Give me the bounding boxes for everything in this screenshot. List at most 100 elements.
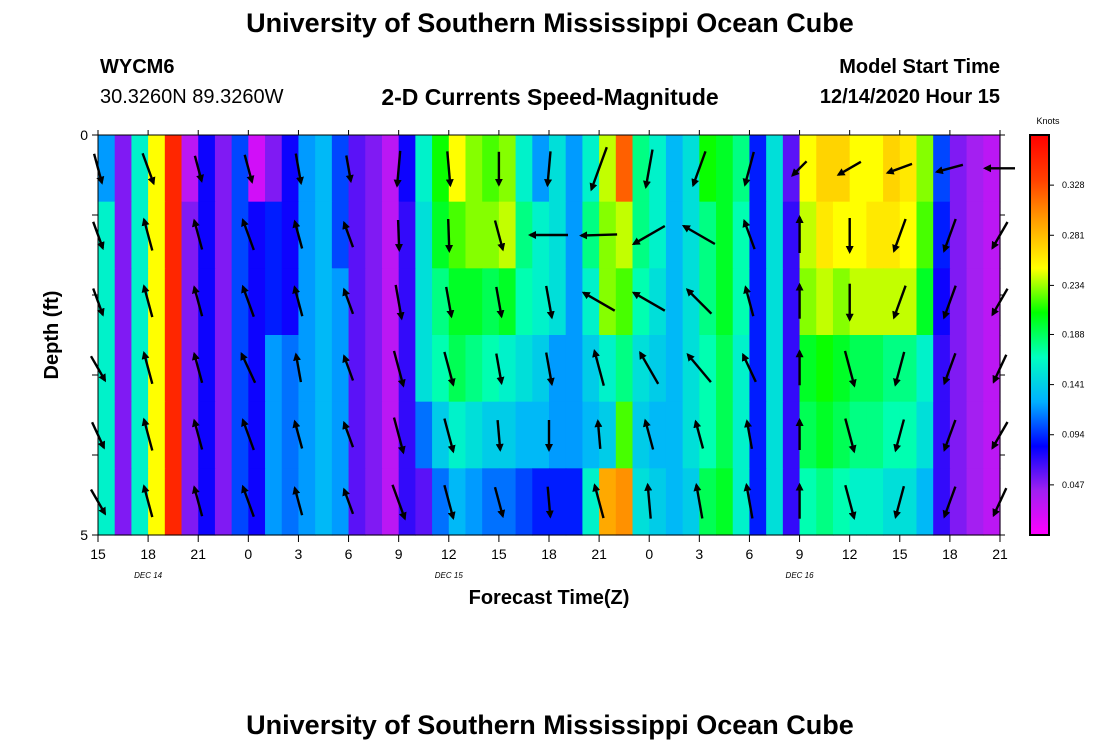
x-tick-label: 6 xyxy=(345,546,353,562)
heatmap-cell xyxy=(949,401,968,469)
heatmap-cell xyxy=(432,201,450,269)
heatmap-cell xyxy=(866,335,884,403)
heatmap-cell xyxy=(949,268,968,336)
heatmap-cell xyxy=(515,268,533,336)
x-tick-label: 6 xyxy=(746,546,754,562)
current-vector-arrow xyxy=(392,350,406,388)
station-coordinates: 30.3260N 89.3260W xyxy=(100,86,284,108)
heatmap-cell xyxy=(632,135,650,203)
heatmap-cell xyxy=(649,135,667,203)
heatmap-cell xyxy=(665,268,684,336)
heatmap-cell xyxy=(832,468,851,536)
heatmap-cell xyxy=(933,468,951,536)
heatmap-cell xyxy=(883,468,901,536)
heatmap-cell xyxy=(265,401,283,469)
x-axis-title: Forecast Time(Z) xyxy=(469,587,630,609)
heatmap-cell xyxy=(615,268,634,336)
current-vector-arrow xyxy=(691,150,707,188)
heatmap-cell xyxy=(749,201,767,269)
heatmap-cell xyxy=(148,401,166,469)
heatmap-cell xyxy=(766,335,784,403)
current-vector-arrow xyxy=(545,486,554,519)
current-vector-arrow xyxy=(443,351,456,387)
current-vector-arrow xyxy=(942,285,957,320)
heatmap-cell xyxy=(315,201,333,269)
current-vector-arrow xyxy=(742,219,756,250)
heatmap-cell xyxy=(114,135,132,203)
heatmap-cell xyxy=(331,335,350,403)
heatmap-cell xyxy=(883,335,901,403)
heatmap-cell xyxy=(866,135,884,203)
heatmap-cell xyxy=(665,135,684,203)
heatmap-cell xyxy=(298,268,316,336)
current-vector-arrow xyxy=(243,154,255,184)
heatmap-cell xyxy=(148,135,166,203)
heatmap-cell xyxy=(498,268,517,336)
heatmap-cell xyxy=(98,468,116,536)
x-tick-label: 3 xyxy=(295,546,303,562)
current-vector-arrow xyxy=(445,218,454,253)
current-vector-arrow xyxy=(744,419,754,450)
heatmap-cell xyxy=(448,135,467,203)
heatmap-cell xyxy=(515,468,533,536)
heatmap-cell xyxy=(766,468,784,536)
heatmap-cell xyxy=(331,201,350,269)
heatmap-cell xyxy=(365,401,383,469)
heatmap-cell xyxy=(432,401,450,469)
x-tick-label: 21 xyxy=(992,546,1008,562)
heatmap-cell xyxy=(816,135,834,203)
x-tick-label: 3 xyxy=(695,546,703,562)
heatmap-cell xyxy=(565,468,583,536)
heatmap-cell xyxy=(482,135,500,203)
heatmap-cell xyxy=(866,268,884,336)
heatmap-cell xyxy=(532,135,550,203)
current-vector-arrow xyxy=(342,420,355,448)
heatmap-cell xyxy=(231,268,249,336)
heatmap-cell xyxy=(131,401,149,469)
heatmap-cell xyxy=(649,401,667,469)
heatmap-cell xyxy=(131,201,149,269)
heatmap-cell xyxy=(749,268,767,336)
heatmap-cell xyxy=(565,335,583,403)
heatmap-cell xyxy=(749,335,767,403)
current-vector-arrow xyxy=(345,155,354,184)
heatmap-cell xyxy=(799,268,817,336)
heatmap-cell xyxy=(632,401,650,469)
current-vector-arrow xyxy=(844,418,857,454)
heatmap-cell xyxy=(281,201,300,269)
current-vector-arrow xyxy=(581,291,616,312)
heatmap-cell xyxy=(899,201,918,269)
heatmap-cell xyxy=(549,401,567,469)
heatmap-cell xyxy=(983,401,1001,469)
current-vector-arrow xyxy=(292,219,304,249)
heatmap-cell xyxy=(498,401,517,469)
heatmap-cell xyxy=(164,268,183,336)
heatmap-cell xyxy=(248,201,266,269)
heatmap-cell xyxy=(599,468,617,536)
heatmap-cell xyxy=(281,401,300,469)
heatmap-cell xyxy=(381,201,400,269)
heatmap-cell xyxy=(148,268,166,336)
x-tick-label: 15 xyxy=(892,546,908,562)
heatmap-cell xyxy=(916,468,934,536)
heatmap-cell xyxy=(816,268,834,336)
current-vector-arrow xyxy=(342,487,355,515)
current-vector-arrow xyxy=(394,284,405,321)
heatmap-cell xyxy=(164,201,183,269)
heatmap-cell xyxy=(214,135,233,203)
heatmap-cell xyxy=(181,335,199,403)
heatmap-cell xyxy=(198,201,216,269)
current-vector-arrow xyxy=(240,351,257,384)
heatmap-cell xyxy=(682,201,700,269)
heatmap-cell xyxy=(482,401,500,469)
heatmap-cell xyxy=(415,135,433,203)
heatmap-cell xyxy=(682,135,700,203)
current-vector-arrow xyxy=(942,218,957,253)
heatmap-cell xyxy=(966,201,984,269)
heatmap-cell xyxy=(966,468,984,536)
current-vector-arrow xyxy=(893,351,906,387)
heatmap-cell xyxy=(816,335,834,403)
colorbar-tick-label: 0.188 xyxy=(1062,329,1085,339)
heatmap-cell xyxy=(649,335,667,403)
heatmap-cell xyxy=(983,201,1001,269)
